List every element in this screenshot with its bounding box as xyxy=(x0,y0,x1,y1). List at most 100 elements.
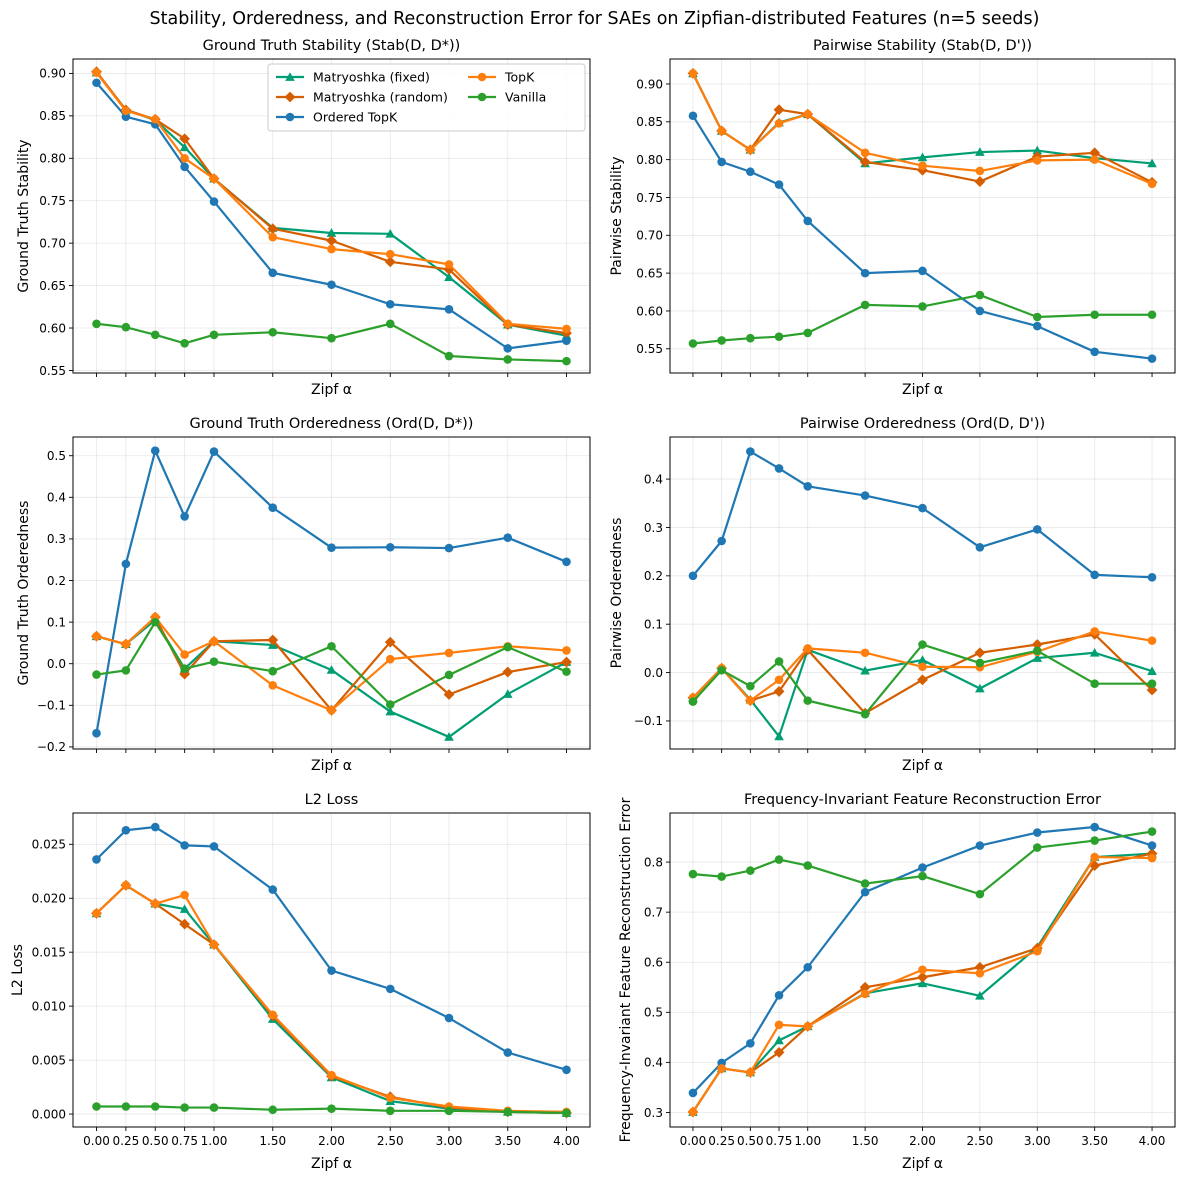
figure-suptitle: Stability, Orderedness, and Reconstructi… xyxy=(150,9,1040,29)
legend-label: Matryoshka (fixed) xyxy=(313,70,430,85)
data-point-matryoshka-fixed xyxy=(917,152,928,162)
data-point-vanilla xyxy=(717,336,726,345)
data-point-ordered-topk xyxy=(975,306,985,316)
data-point-vanilla xyxy=(975,889,985,899)
y-axis-label: Ground Truth Orderedness xyxy=(16,501,32,686)
x-tick-label: 1.50 xyxy=(259,1134,286,1148)
data-point-matryoshka-random xyxy=(179,918,191,930)
data-point-matryoshka-random xyxy=(384,636,396,648)
data-point-matryoshka-fixed xyxy=(385,229,396,238)
plot-area xyxy=(687,447,1158,741)
data-point-vanilla xyxy=(1147,679,1157,688)
data-point-matryoshka-random xyxy=(773,686,785,697)
data-point-vanilla xyxy=(444,351,454,361)
y-tick-label: 0.85 xyxy=(636,115,663,129)
legend-marker xyxy=(477,92,487,102)
data-point-topk xyxy=(860,648,870,658)
data-point-matryoshka-random xyxy=(1089,860,1101,871)
plot-area xyxy=(687,67,1158,363)
data-point-ordered-topk xyxy=(92,855,101,864)
data-point-ordered-topk xyxy=(803,962,813,972)
data-point-vanilla xyxy=(774,855,784,864)
data-point-vanilla xyxy=(562,667,571,676)
data-point-matryoshka-fixed xyxy=(179,142,190,152)
data-point-vanilla xyxy=(385,1106,395,1116)
subplot-1: 0.55 0.60 0.65 0.70 0.75 0.80 0.85 0.90 Ground T… xyxy=(16,38,591,398)
y-tick-label: 0.90 xyxy=(39,67,66,81)
data-point-topk xyxy=(327,244,336,254)
data-point-topk xyxy=(268,232,278,242)
data-point-vanilla xyxy=(503,1107,513,1117)
x-axis-label: Zipf α xyxy=(902,382,943,398)
data-point-matryoshka-random xyxy=(502,666,514,678)
data-point-ordered-topk xyxy=(774,464,784,473)
y-tick-label: −0.1 xyxy=(37,699,66,713)
y-tick-label: −0.2 xyxy=(37,740,66,754)
data-point-ordered-topk xyxy=(774,180,784,189)
data-point-ordered-topk xyxy=(918,503,927,513)
y-tick-label: 0.55 xyxy=(39,364,66,378)
data-point-matryoshka-fixed xyxy=(502,689,513,698)
data-point-matryoshka-random xyxy=(974,647,986,659)
data-point-topk xyxy=(774,675,784,685)
data-point-ordered-topk xyxy=(268,503,278,513)
data-point-ordered-topk xyxy=(385,984,395,994)
data-point-ordered-topk xyxy=(1032,321,1042,331)
data-point-ordered-topk xyxy=(327,543,336,552)
y-tick-label: 0.6 xyxy=(644,956,663,970)
data-point-vanilla xyxy=(444,1106,454,1116)
data-point-topk xyxy=(918,662,927,672)
data-point-matryoshka-fixed xyxy=(1032,145,1043,155)
data-point-vanilla xyxy=(503,355,513,364)
x-tick-label: 4.00 xyxy=(553,1134,580,1148)
data-point-topk xyxy=(717,1064,726,1073)
data-point-ordered-topk xyxy=(180,512,189,521)
data-point-ordered-topk xyxy=(1147,354,1157,363)
y-tick-label: 0.5 xyxy=(47,449,66,463)
data-point-matryoshka-random xyxy=(384,256,396,268)
data-point-ordered-topk xyxy=(92,728,101,738)
data-point-ordered-topk xyxy=(444,1013,454,1023)
data-point-ordered-topk xyxy=(503,344,513,353)
data-point-matryoshka-fixed xyxy=(917,655,928,664)
data-point-vanilla xyxy=(209,330,219,340)
data-point-ordered-topk xyxy=(803,216,813,226)
data-point-ordered-topk xyxy=(1090,570,1099,580)
data-point-vanilla xyxy=(803,696,813,705)
data-point-topk xyxy=(180,650,189,659)
data-point-vanilla xyxy=(327,1104,336,1113)
x-tick-label: 1.50 xyxy=(852,1134,879,1148)
data-point-topk xyxy=(688,1107,698,1117)
data-point-topk xyxy=(121,106,131,116)
x-tick-label: 0.50 xyxy=(737,1134,764,1148)
y-tick-label: 0.8 xyxy=(644,855,663,869)
x-tick-label: 0.25 xyxy=(708,1134,735,1148)
data-point-matryoshka-random xyxy=(326,235,337,247)
data-point-ordered-topk xyxy=(746,167,755,177)
x-tick-label: 2.00 xyxy=(909,1134,936,1148)
x-tick-label: 2.50 xyxy=(967,1134,994,1148)
data-point-ordered-topk xyxy=(562,1065,571,1075)
x-tick-label: 0.50 xyxy=(142,1134,169,1148)
data-point-vanilla xyxy=(209,1103,219,1112)
data-point-vanilla xyxy=(92,670,101,679)
x-tick-label: 1.00 xyxy=(794,1134,821,1148)
plot-area xyxy=(91,446,572,741)
y-tick-label: 0.3 xyxy=(644,1106,663,1120)
data-point-ordered-topk xyxy=(918,266,927,276)
data-point-matryoshka-fixed xyxy=(975,147,985,156)
data-point-vanilla xyxy=(1090,836,1099,845)
legend-label: Vanilla xyxy=(505,90,546,105)
data-point-vanilla xyxy=(1090,310,1099,320)
data-point-vanilla xyxy=(918,302,927,311)
subplot-2: 0.55 0.60 0.65 0.70 0.75 0.80 0.85 0.90 Pairwise… xyxy=(609,38,1176,398)
subplot-3: −0.2 −0.1 0.0 0.1 0.2 0.3 0.4 0.5 Ground Truth O… xyxy=(16,416,591,774)
x-tick-label: 3.00 xyxy=(436,1134,463,1148)
data-point-vanilla xyxy=(121,1102,131,1111)
data-point-vanilla xyxy=(1032,843,1042,852)
data-point-topk xyxy=(860,989,870,999)
data-point-matryoshka-fixed xyxy=(326,228,337,237)
legend-label: Matryoshka (random) xyxy=(313,90,448,105)
data-point-vanilla xyxy=(268,666,278,676)
data-point-vanilla xyxy=(268,327,278,337)
